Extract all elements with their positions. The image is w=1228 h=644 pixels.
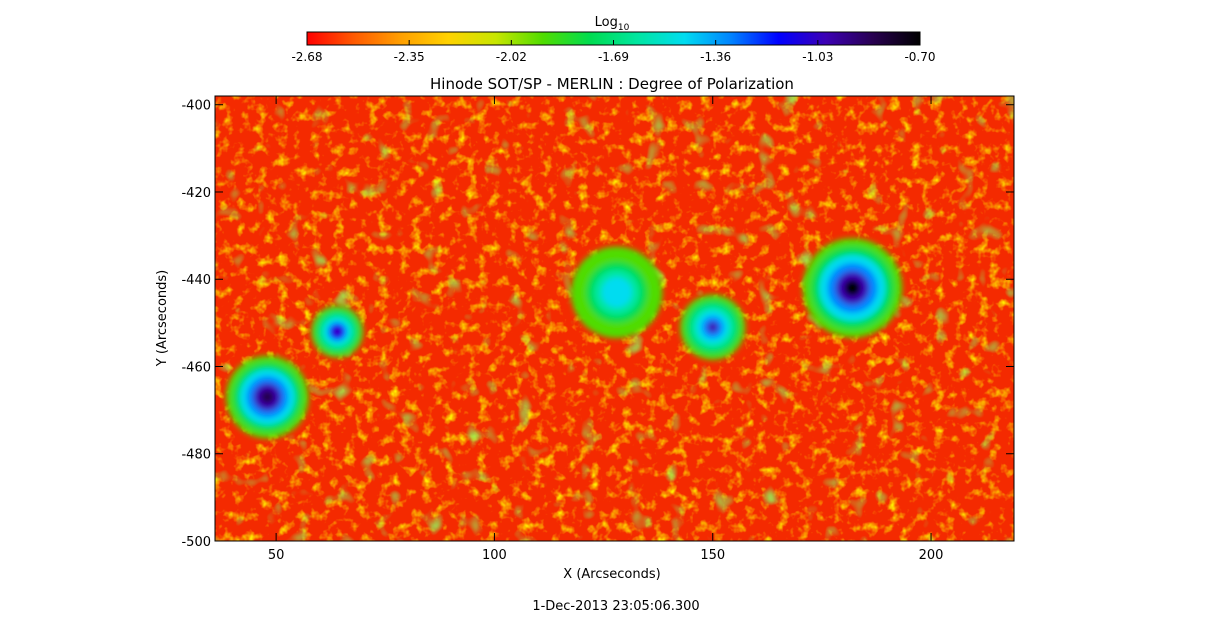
colorbar-tick-label: -2.68 — [291, 50, 322, 64]
feature-network — [679, 294, 746, 360]
feature-ring — [260, 390, 275, 404]
plot-frame — [214, 95, 1015, 542]
colorbar-tick-label: -2.35 — [394, 50, 425, 64]
colorbar-tick-label: -1.03 — [802, 50, 833, 64]
feature-ring — [707, 321, 719, 333]
y-tick-label: -440 — [181, 273, 211, 288]
feature-umbra — [225, 355, 309, 439]
colorbar-tick-label: -1.69 — [598, 50, 629, 64]
colorbar-tick-label: -0.70 — [904, 50, 935, 64]
y-tick-label: -460 — [181, 360, 211, 375]
y-tick-label: -420 — [181, 186, 211, 201]
feature-network — [570, 246, 663, 339]
colorbar-tick-label: -2.02 — [496, 50, 527, 64]
y-tick-label: -400 — [181, 99, 211, 114]
feature-pore-cluster — [311, 305, 364, 358]
x-axis-ticks: 50 100 150 200 — [268, 96, 944, 563]
chart-title: Hinode SOT/SP - MERLIN : Degree of Polar… — [430, 75, 794, 93]
x-tick-label: 100 — [482, 548, 507, 563]
x-axis-label: X (Arcseconds) — [563, 567, 660, 582]
y-axis-label: Y (Arcseconds) — [155, 270, 170, 367]
feature-ring — [609, 284, 625, 300]
y-axis-ticks: -400 -420 -440 -460 -480 -500 — [181, 99, 1014, 550]
heatmap-features — [225, 238, 903, 439]
x-tick-label: 200 — [919, 548, 944, 563]
feature-ring — [844, 279, 861, 297]
feature-umbra — [802, 238, 903, 338]
colorbar-tick-label: -1.36 — [700, 50, 731, 64]
heatmap-image — [215, 96, 1014, 541]
colorbar-label: Log10 — [595, 15, 630, 33]
feature-ring — [332, 327, 342, 336]
x-tick-label: 150 — [700, 548, 725, 563]
colorbar: Log10 -2.68 -2.35 -2.02 -1.69 -1.36 -1.03 -0.7… — [291, 15, 935, 64]
observation-timestamp: 1-Dec-2013 23:05:06.300 — [532, 599, 699, 614]
y-tick-label: -500 — [181, 535, 211, 550]
x-tick-label: 50 — [268, 548, 285, 563]
colorbar-ticks: -2.68 -2.35 -2.02 -1.69 -1.36 -1.03 -0.70 — [291, 40, 936, 64]
y-tick-label: -480 — [181, 448, 211, 463]
